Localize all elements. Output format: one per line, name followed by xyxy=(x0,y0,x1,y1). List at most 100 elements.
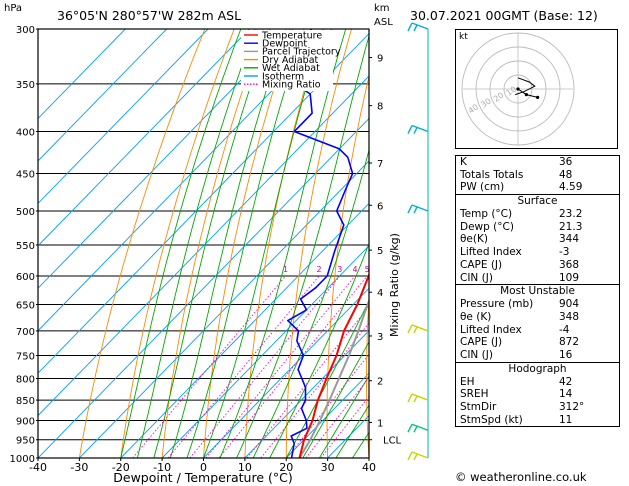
index-row: Dewp (°C) 21.3 xyxy=(456,221,619,234)
index-label: Lifted Index xyxy=(460,323,522,336)
pressure-tick-label: 400 xyxy=(16,128,35,139)
datetime-title: 30.07.2021 00GMT (Base: 12) xyxy=(410,8,598,23)
wind-barb xyxy=(411,451,429,459)
dry-adiabat xyxy=(244,29,323,458)
dry-adiabat xyxy=(161,29,264,458)
index-row: CAPE (J) 872 xyxy=(456,336,619,349)
wind-barb xyxy=(411,423,429,431)
km-label: km xyxy=(374,3,390,14)
index-value: 14 xyxy=(559,388,573,401)
index-row: CAPE (J) 368 xyxy=(456,259,619,272)
parcel-trajectory-profile xyxy=(298,298,369,458)
wind-barb-flag xyxy=(407,393,413,403)
km-tick-label: 1 xyxy=(377,418,383,429)
index-label: StmDir xyxy=(460,401,497,413)
temp-tick-label: 0 xyxy=(200,461,207,474)
index-value: 904 xyxy=(559,298,580,311)
mixing-ratio-label: 3 xyxy=(337,265,342,274)
index-value: 368 xyxy=(559,258,580,271)
index-row: SREH 14 xyxy=(456,388,619,401)
wind-barb-flag xyxy=(413,206,418,214)
km-tick-label: 4 xyxy=(377,288,383,299)
wind-barb-flag xyxy=(413,425,418,433)
isotherm-line xyxy=(38,29,209,205)
wet-adiabat xyxy=(203,29,325,458)
hodograph-point xyxy=(524,93,528,97)
plot-frame xyxy=(37,28,370,459)
index-value: 4.59 xyxy=(559,181,583,194)
wet-adiabat xyxy=(219,29,347,458)
lcl-label: LCL xyxy=(383,436,402,447)
isotherm-line xyxy=(38,29,292,289)
temp-tick-label: 40 xyxy=(362,461,376,474)
km-tick-label: 6 xyxy=(377,201,383,212)
temp-tick-label: -20 xyxy=(112,461,130,474)
index-label: CAPE (J) xyxy=(460,258,503,271)
pressure-tick-label: 650 xyxy=(16,301,35,312)
wind-barb xyxy=(411,22,429,30)
index-value: 48 xyxy=(559,168,573,181)
hpa-label: hPa xyxy=(4,3,23,14)
wet-adiabat xyxy=(120,29,242,458)
wind-barb-flag xyxy=(407,324,413,334)
mixing-ratio-line xyxy=(218,275,368,458)
wind-barb-flag xyxy=(413,24,418,32)
dry-adiabat xyxy=(203,29,294,458)
index-row: StmSpd (kt) 11 xyxy=(456,414,619,427)
index-label: Pressure (mb) xyxy=(460,298,534,311)
temp-tick-label: -10 xyxy=(153,461,171,474)
index-value: 21.3 xyxy=(559,220,583,233)
dry-adiabat xyxy=(326,74,369,458)
hodograph-title: Hodograph xyxy=(456,361,619,376)
dry-adiabat xyxy=(120,29,235,458)
index-label: Dewp (°C) xyxy=(460,220,514,233)
mixing-ratio-label: 20 xyxy=(444,265,450,274)
index-value: 872 xyxy=(559,336,580,349)
wind-barb-flag xyxy=(407,204,413,214)
km-tick-label: 3 xyxy=(377,332,383,343)
mixing-ratio-label: 5 xyxy=(365,265,370,274)
location-title: 36°05'N 280°57'W 282m ASL xyxy=(57,8,242,23)
wet-adiabat xyxy=(335,404,369,458)
index-label: Temp (°C) xyxy=(460,208,513,221)
dry-adiabat xyxy=(78,29,206,458)
pressure-tick-label: 850 xyxy=(16,396,35,407)
pressure-tick-label: 450 xyxy=(16,169,35,180)
mixing-ratio-line xyxy=(205,275,356,458)
wind-barb-flag xyxy=(407,451,413,461)
credit: © weatheronline.co.uk xyxy=(455,470,587,484)
isotherm-line xyxy=(244,330,369,458)
pressure-tick-label: 1000 xyxy=(10,454,35,465)
km-tick-label: 8 xyxy=(377,102,383,113)
pressure-tick-label: 800 xyxy=(16,374,35,385)
index-value: 36 xyxy=(559,156,573,168)
wind-barb xyxy=(411,124,429,133)
index-label: CIN (J) xyxy=(460,271,493,284)
isotherm-line xyxy=(38,29,126,120)
isotherm-line xyxy=(38,117,369,458)
index-value: 344 xyxy=(559,233,580,246)
wind-barb-flag xyxy=(413,127,418,134)
skewt-chart: 12345810152025 3003504004505005506006507… xyxy=(10,22,450,485)
surface-title: Surface xyxy=(456,194,619,208)
wet-adiabat xyxy=(186,29,305,458)
legend-entry: Wet Adiabat xyxy=(262,63,320,74)
index-label: SREH xyxy=(460,388,489,401)
index-label: CAPE (J) xyxy=(460,336,503,349)
index-value: 11 xyxy=(559,413,573,426)
temperature-profile xyxy=(298,272,369,458)
wind-barb-flag xyxy=(413,326,418,334)
index-row: θe(K) 344 xyxy=(456,233,619,246)
mixing-ratio-label: 4 xyxy=(353,265,358,274)
isotherm-line xyxy=(368,457,369,458)
wet-adiabat xyxy=(153,29,271,458)
index-row: PW (cm) 4.59 xyxy=(456,181,619,194)
wind-barb xyxy=(411,204,429,212)
isotherm-line xyxy=(38,29,333,332)
legend-entry: Mixing Ratio xyxy=(262,80,321,91)
index-label: K xyxy=(460,156,467,168)
wet-adiabat xyxy=(302,341,369,458)
pressure-tick-label: 950 xyxy=(16,436,35,447)
index-value: 16 xyxy=(559,348,573,361)
temp-tick-label: -40 xyxy=(29,461,47,474)
